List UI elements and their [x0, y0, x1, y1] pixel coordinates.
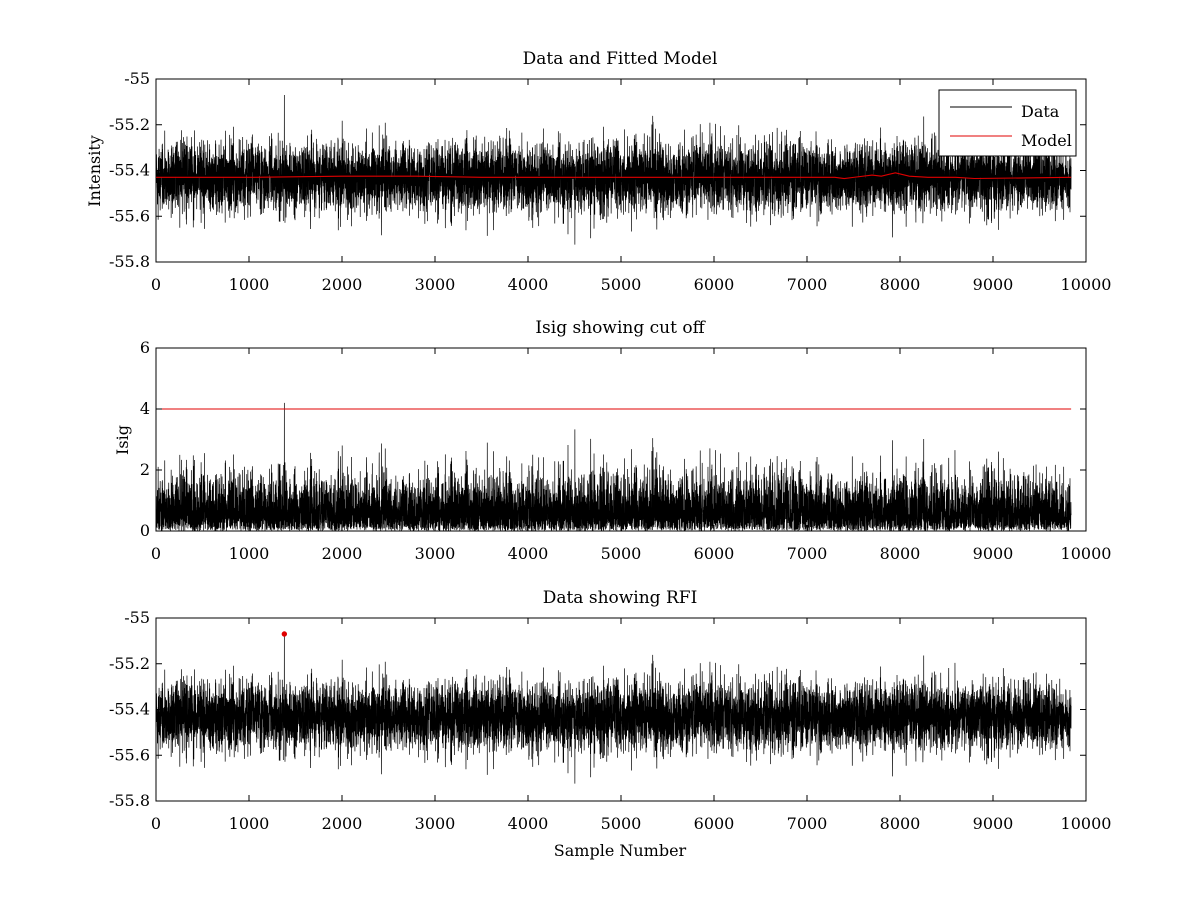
rfi-marker — [281, 631, 288, 637]
series-signal — [155, 402, 1072, 533]
y-tick-label: -55 — [124, 69, 150, 88]
chart-title: Data showing RFI — [543, 588, 698, 608]
x-tick-label: 9000 — [973, 275, 1014, 294]
series-model — [156, 172, 1072, 180]
panel-isig-showing-cut-off: Isig showing cut off Isig 0 1000 2000 3000 4… — [113, 318, 1111, 563]
x-tick-label: 10000 — [1061, 814, 1112, 833]
x-tick-label: 0 — [151, 275, 161, 294]
x-tick-label: 9000 — [973, 544, 1014, 563]
x-tick-label: 7000 — [787, 544, 828, 563]
x-tick-label: 0 — [151, 814, 161, 833]
y-tick-label: -55.8 — [109, 252, 150, 271]
x-tick-label: 5000 — [601, 275, 642, 294]
x-tick-label: 5000 — [601, 544, 642, 563]
x-tick-label: 2000 — [322, 275, 363, 294]
y-tick-label: -55.6 — [109, 206, 150, 225]
y-tick-label: 2 — [140, 460, 150, 479]
x-tick-label: 3000 — [415, 544, 456, 563]
x-tick-label: 9000 — [973, 814, 1014, 833]
chart-title: Data and Fitted Model — [523, 49, 718, 69]
x-tick-label: 4000 — [508, 275, 549, 294]
y-tick-label: -55.6 — [109, 745, 150, 764]
x-tick-label: 7000 — [787, 814, 828, 833]
y-tick-label: -55.2 — [109, 115, 150, 134]
legend-label-model: Model — [1021, 131, 1072, 150]
panel-data-showing-rfi: Data showing RFI Sample Number 0 1000 2000… — [109, 588, 1111, 860]
y-tick-label: 4 — [140, 399, 150, 418]
x-tick-label: 6000 — [694, 275, 735, 294]
series-data — [155, 95, 1072, 245]
x-tick-label: 3000 — [415, 275, 456, 294]
plot-area: 0 1000 2000 3000 4000 5000 6000 7000 8000 9000 100… — [109, 69, 1111, 294]
x-tick-label: 8000 — [880, 544, 921, 563]
plot-area: 0 1000 2000 3000 4000 5000 6000 7000 8000 9000 100… — [140, 338, 1112, 563]
legend-box — [938, 89, 1077, 157]
y-tick-label: -55.2 — [109, 654, 150, 673]
x-tick-label: 2000 — [322, 544, 363, 563]
x-tick-label: 1000 — [229, 275, 270, 294]
x-tick-label: 6000 — [694, 814, 735, 833]
legend-label-data: Data — [1021, 102, 1060, 121]
legend: Data Model — [938, 89, 1077, 157]
plot-area: 0 1000 2000 3000 4000 5000 6000 7000 8000 9000 100… — [109, 608, 1111, 833]
x-axis-label: Sample Number — [554, 841, 687, 860]
x-tick-label: 4000 — [508, 814, 549, 833]
x-tick-label: 10000 — [1061, 544, 1112, 563]
x-tick-label: 5000 — [601, 814, 642, 833]
x-tick-label: 10000 — [1061, 275, 1112, 294]
y-tick-label: -55 — [124, 608, 150, 627]
x-tick-label: 0 — [151, 544, 161, 563]
x-tick-label: 2000 — [322, 814, 363, 833]
x-tick-label: 6000 — [694, 544, 735, 563]
panel-data-and-fitted-model: Data and Fitted Model Intensity 0 1000 200… — [85, 49, 1111, 294]
series-signal — [155, 634, 1072, 784]
y-axis-label: Intensity — [85, 135, 104, 207]
y-tick-label: -55.4 — [109, 161, 150, 180]
x-tick-label: 3000 — [415, 814, 456, 833]
x-tick-label: 1000 — [229, 544, 270, 563]
chart-title: Isig showing cut off — [535, 318, 706, 338]
x-tick-label: 8000 — [880, 275, 921, 294]
y-axis-label: Isig — [113, 425, 132, 455]
y-tick-label: -55.8 — [109, 791, 150, 810]
x-tick-label: 4000 — [508, 544, 549, 563]
x-tick-label: 1000 — [229, 814, 270, 833]
y-tick-label: 6 — [140, 338, 150, 357]
y-tick-label: 0 — [140, 521, 150, 540]
x-tick-label: 7000 — [787, 275, 828, 294]
x-tick-label: 8000 — [880, 814, 921, 833]
y-tick-label: -55.4 — [109, 700, 150, 719]
